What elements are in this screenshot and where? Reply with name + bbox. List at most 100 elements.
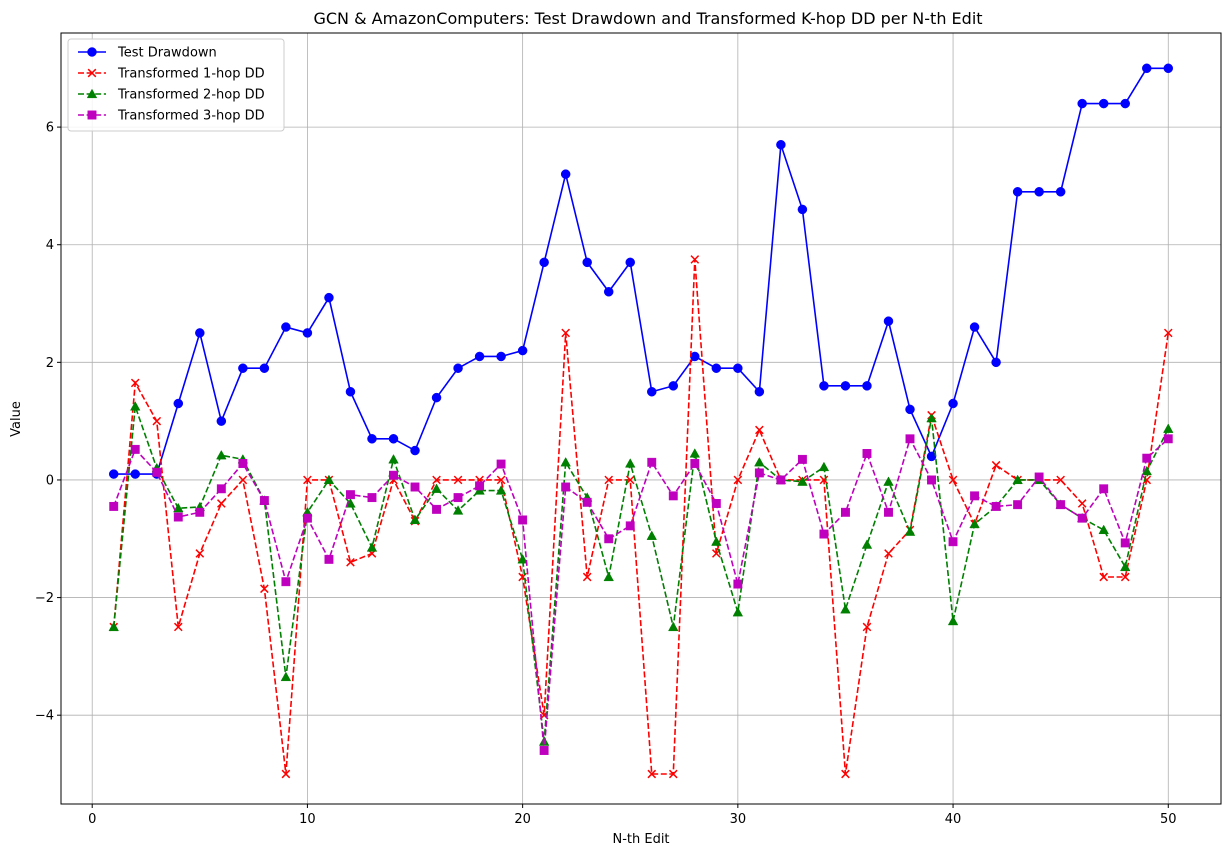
data-point xyxy=(130,378,140,388)
data-point xyxy=(1120,561,1131,572)
y-tick-label: 2 xyxy=(46,356,54,371)
data-point xyxy=(216,416,227,426)
data-point xyxy=(690,255,700,264)
data-point xyxy=(195,507,205,517)
data-point xyxy=(431,392,442,403)
data-point xyxy=(496,459,506,469)
data-point xyxy=(152,467,162,477)
data-point xyxy=(453,363,463,373)
data-point xyxy=(173,512,183,522)
x-tick-label: 20 xyxy=(514,812,531,827)
data-point xyxy=(776,139,786,150)
axis-ticks: 0 10 20 30 40 50 −4 −2 0 2 4 6 xyxy=(35,121,1177,827)
data-point xyxy=(109,501,119,511)
data-point xyxy=(1013,500,1023,510)
data-point xyxy=(302,328,313,338)
legend-label: Transformed 2-hop DD xyxy=(117,88,265,103)
legend-label: Transformed 3-hop DD xyxy=(117,109,265,124)
y-axis-label: Value xyxy=(9,401,24,437)
data-point xyxy=(1120,538,1130,548)
data-point xyxy=(797,476,808,486)
data-point xyxy=(303,475,312,485)
data-point xyxy=(517,345,528,356)
data-point xyxy=(281,769,291,779)
x-tick-label: 10 xyxy=(299,812,316,827)
data-point xyxy=(646,530,657,540)
data-point xyxy=(1163,328,1173,338)
data-point xyxy=(217,499,226,508)
data-point xyxy=(668,491,678,501)
data-point xyxy=(173,622,183,632)
data-point xyxy=(797,454,807,464)
data-point xyxy=(432,504,441,514)
data-point xyxy=(604,475,614,485)
data-point xyxy=(1012,474,1023,485)
data-point xyxy=(518,515,528,525)
data-point xyxy=(496,351,506,362)
data-point xyxy=(410,482,420,492)
data-point xyxy=(495,485,507,495)
data-point xyxy=(733,579,743,589)
data-point xyxy=(991,460,1001,470)
y-tick-label: 4 xyxy=(46,238,54,253)
y-tick-label: −2 xyxy=(35,591,54,606)
data-point xyxy=(776,475,786,485)
data-point xyxy=(324,554,334,564)
data-point xyxy=(926,451,937,462)
legend-item: Transformed 1-hop DD xyxy=(78,67,265,82)
data-point xyxy=(517,554,528,564)
y-tick-label: −4 xyxy=(35,709,54,724)
data-point xyxy=(539,746,549,755)
data-point xyxy=(475,481,485,491)
data-point xyxy=(1163,423,1174,433)
data-point xyxy=(970,491,980,501)
data-point xyxy=(280,671,292,682)
data-point xyxy=(818,461,830,472)
legend-label: Transformed 1-hop DD xyxy=(117,67,265,82)
data-point xyxy=(711,536,722,546)
data-point xyxy=(108,469,119,479)
data-point xyxy=(755,425,764,435)
data-point xyxy=(1099,572,1109,582)
data-point xyxy=(711,363,722,373)
data-point xyxy=(991,501,1001,511)
data-point xyxy=(603,571,614,582)
data-point xyxy=(905,434,915,444)
data-point xyxy=(389,470,398,480)
data-point xyxy=(1098,524,1109,535)
data-point xyxy=(496,475,506,485)
legend-marker xyxy=(87,68,97,78)
data-point xyxy=(346,557,355,567)
data-point xyxy=(195,328,205,338)
data-point xyxy=(819,529,829,539)
data-point xyxy=(561,328,571,338)
data-point xyxy=(238,475,248,485)
data-point xyxy=(474,351,485,362)
data-point xyxy=(840,604,851,614)
data-point xyxy=(1077,98,1087,109)
data-point xyxy=(560,456,571,467)
data-point xyxy=(1012,187,1023,197)
legend: Test Drawdown Transformed 1-hop DD Transfo… xyxy=(67,38,285,132)
grid xyxy=(61,33,1221,804)
data-point xyxy=(388,434,399,444)
data-point xyxy=(948,398,958,409)
data-point xyxy=(861,539,873,549)
data-point xyxy=(926,412,937,423)
data-point xyxy=(453,493,463,503)
data-point xyxy=(432,475,441,485)
data-point xyxy=(388,454,399,464)
data-point xyxy=(152,416,162,426)
data-point xyxy=(948,475,958,485)
data-point xyxy=(366,542,378,552)
data-point xyxy=(431,483,442,493)
data-point xyxy=(689,448,701,458)
data-point xyxy=(302,513,312,523)
series-line xyxy=(112,259,1170,775)
data-point xyxy=(582,497,592,507)
data-point xyxy=(991,357,1001,368)
data-point xyxy=(841,507,850,517)
x-tick-label: 30 xyxy=(730,812,747,827)
legend-item: Test Drawdown xyxy=(78,46,217,61)
data-point xyxy=(969,322,980,332)
